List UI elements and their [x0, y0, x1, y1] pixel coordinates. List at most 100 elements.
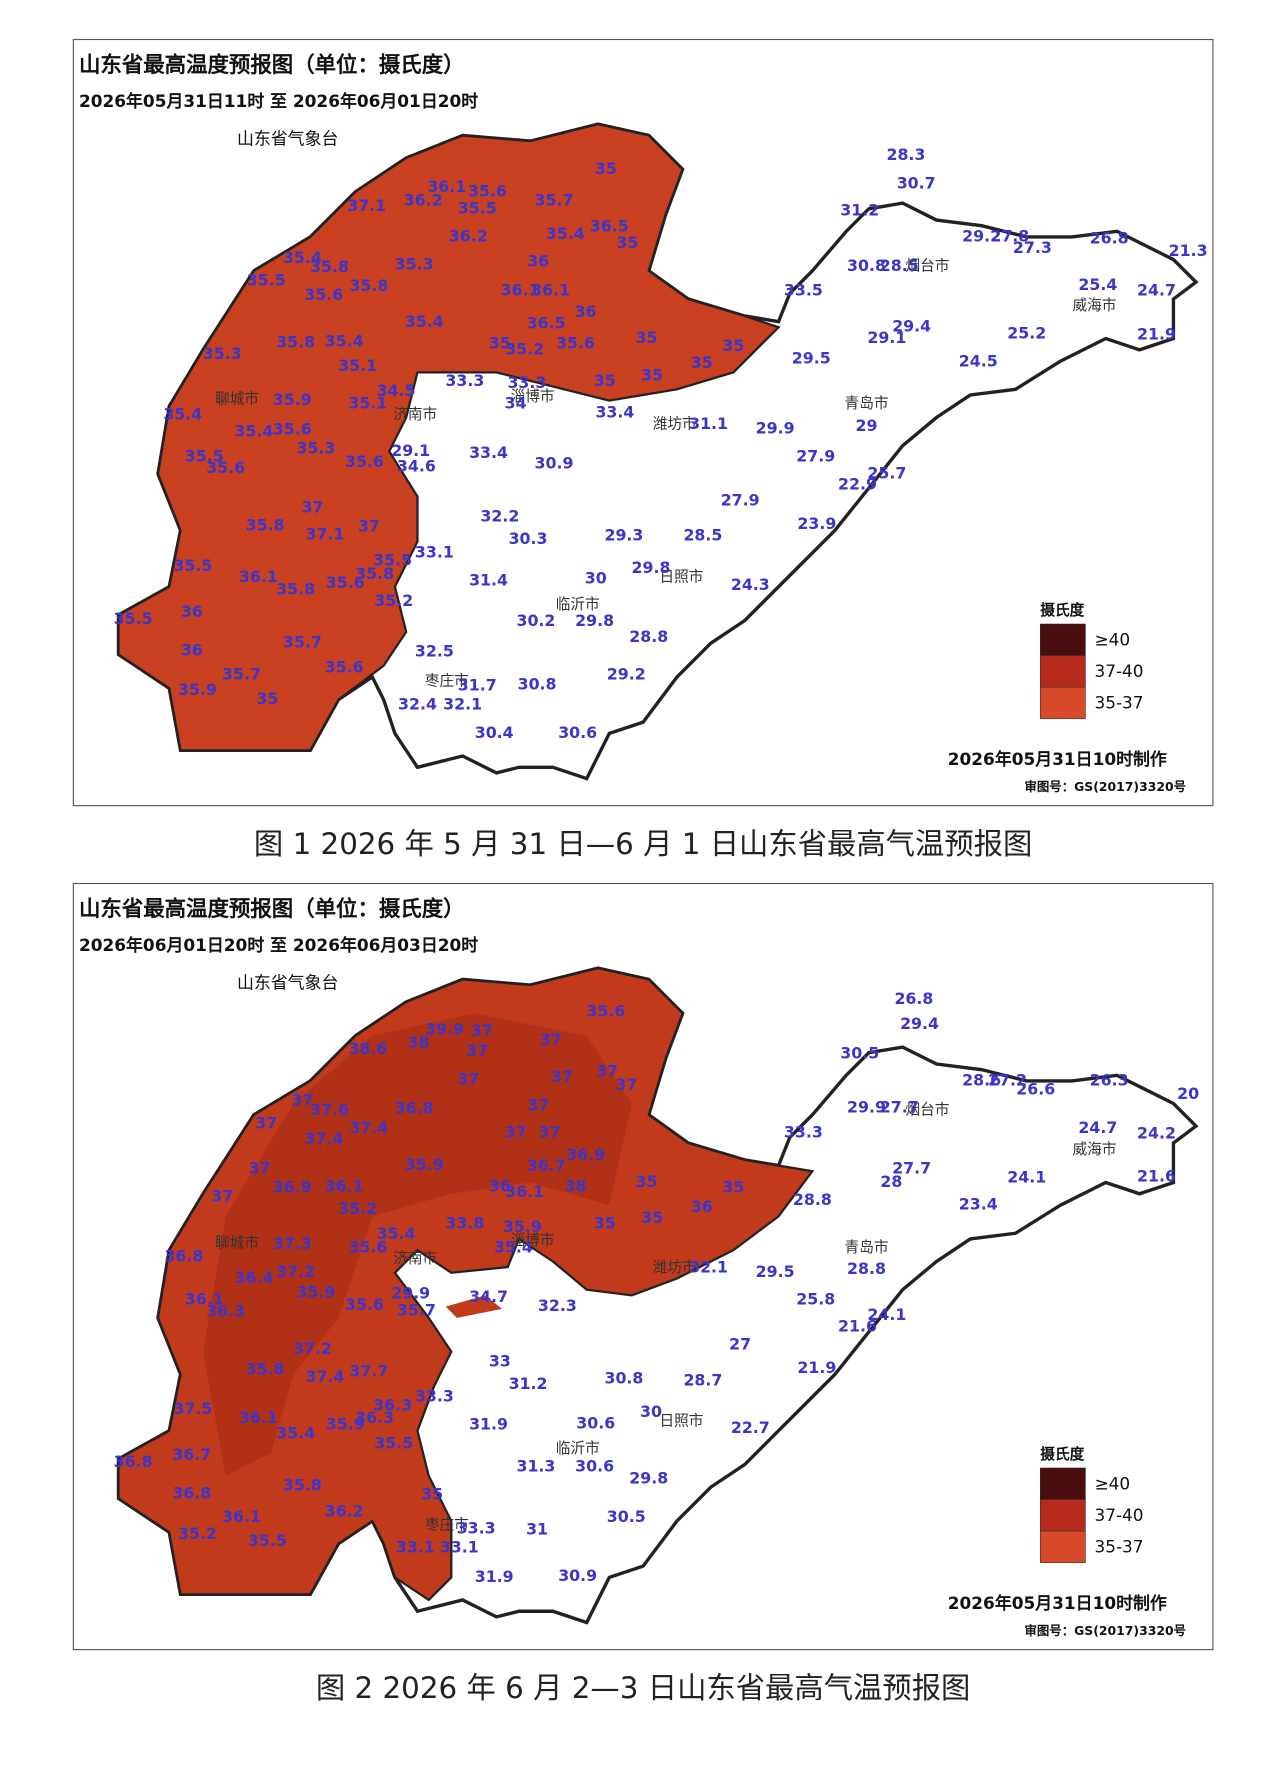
- temperature: 36.2: [404, 190, 443, 209]
- temperature: 24.3: [731, 575, 770, 594]
- heat-core: [203, 1013, 632, 1476]
- temperature: 30: [640, 1402, 662, 1421]
- temperature: 36.5: [590, 216, 629, 235]
- city-label: 烟台市: [905, 257, 949, 274]
- temperature: 33: [489, 1351, 511, 1370]
- temperature: 22.9: [838, 475, 877, 494]
- temperature: 35.2: [505, 339, 544, 358]
- temperature: 35.1: [338, 356, 377, 375]
- temperature: 29.5: [792, 348, 831, 367]
- made-time: 2026年05月31日10时制作: [948, 1593, 1167, 1613]
- temperature: 35: [256, 689, 278, 708]
- temperature: 35.6: [586, 1002, 625, 1021]
- issuer: 山东省气象台: [237, 972, 338, 992]
- temperature: 37: [538, 1122, 560, 1141]
- temperature: 31.2: [840, 201, 879, 220]
- approval-number: 审图号：GS(2017)3320号: [1024, 1623, 1186, 1638]
- temperature: 29.1: [867, 328, 906, 347]
- temperature: 30.2: [516, 611, 555, 630]
- temperature: 30.9: [535, 453, 574, 472]
- temperature: 33.3: [507, 373, 546, 392]
- temperature: 31.7: [458, 676, 497, 695]
- temperature: 35.9: [503, 1217, 542, 1236]
- temperature: 35.6: [348, 1237, 387, 1256]
- temperature: 29.2: [962, 226, 1001, 245]
- temperature: 30.5: [607, 1507, 646, 1526]
- temperature: 33.3: [445, 371, 484, 390]
- temperature: 21.9: [797, 1358, 836, 1377]
- temperature: 36.1: [239, 1408, 278, 1427]
- temperature: 35: [636, 1172, 658, 1191]
- temperature: 37: [249, 1158, 271, 1177]
- temperature: 20: [1177, 1084, 1199, 1103]
- temperature: 36.7: [527, 1156, 566, 1175]
- temperature: 26.8: [1090, 229, 1129, 248]
- map-layer: 山东省最高温度预报图（单位：摄氏度） 2026年06月01日20时 至 2026年…: [79, 896, 1199, 1705]
- temperature: 30.7: [897, 173, 936, 192]
- temperature: 35.2: [338, 1199, 377, 1218]
- temperature: 34.6: [397, 457, 436, 476]
- temperature: 30.6: [558, 723, 597, 742]
- city-label: 青岛市: [845, 1239, 889, 1256]
- temperature: 28: [880, 1172, 902, 1191]
- temperature: 35.9: [273, 390, 312, 409]
- temperature: 25.7: [867, 463, 906, 482]
- temperature: 35.4: [325, 331, 364, 350]
- temperature: 29.9: [756, 418, 795, 437]
- city-label: 枣庄市: [425, 672, 469, 690]
- temperature: 30.8: [847, 256, 886, 275]
- heat-area: [117, 122, 781, 752]
- temperature: 37: [505, 1122, 527, 1141]
- city-label: 聊城市: [215, 1234, 259, 1251]
- temperature: 26.6: [1016, 1079, 1055, 1098]
- city-label: 潍坊市: [653, 1259, 697, 1276]
- temperature: 35.4: [377, 1224, 416, 1243]
- temperature: 24.7: [1137, 281, 1176, 300]
- temperature: 25.4: [1078, 275, 1117, 294]
- temperature: 30.9: [558, 1566, 597, 1585]
- panel-2: [72, 882, 1214, 1651]
- temperature: 30.6: [575, 1456, 614, 1475]
- temperature: 35.4: [163, 405, 202, 424]
- temperature: 25.2: [1007, 324, 1046, 343]
- temperature: 35.5: [248, 1531, 287, 1550]
- temperature: 35: [722, 1178, 744, 1197]
- temperature: 36.1: [222, 1507, 261, 1526]
- temperature: 35.5: [247, 270, 286, 289]
- legend-swatch: [1040, 623, 1086, 656]
- legend-label: ≥40: [1094, 1473, 1130, 1493]
- temperature: 36.8: [114, 1452, 153, 1471]
- temperature: 31.3: [516, 1456, 555, 1475]
- legend-swatch: [1040, 686, 1086, 720]
- temperature: 29.3: [604, 525, 643, 544]
- temperature: 27: [729, 1334, 751, 1353]
- temperature: 35.9: [405, 1155, 444, 1174]
- temperature: 34.5: [377, 381, 416, 400]
- temperature: 36.9: [566, 1145, 605, 1164]
- temperature: 30.4: [475, 723, 514, 742]
- temperature: 27.9: [796, 447, 835, 466]
- temperature: 35.2: [374, 591, 413, 610]
- temperature: 32.1: [689, 1258, 728, 1277]
- temperature: 35: [691, 353, 713, 372]
- temperature: 35: [641, 1208, 663, 1227]
- temperature: 29.9: [391, 1284, 430, 1303]
- legend-label: ≥40: [1094, 629, 1130, 649]
- temperature: 35.9: [178, 680, 217, 699]
- temperature: 36: [575, 302, 597, 321]
- temperature: 37.1: [347, 196, 386, 215]
- temperature: 36.1: [427, 177, 466, 196]
- temperature: 37.2: [276, 1262, 315, 1281]
- temperature: 37: [457, 1069, 479, 1088]
- temperature: 30.3: [509, 529, 548, 548]
- city-label: 潍坊市: [653, 415, 697, 432]
- temperature: 28.6: [962, 1070, 1001, 1089]
- temperature: 37.4: [349, 1118, 388, 1137]
- temperature: 29.2: [607, 664, 646, 683]
- temperature: 26.8: [894, 989, 933, 1008]
- temperature: 35.5: [373, 550, 412, 569]
- approval-number: 审图号：GS(2017)3320号: [1024, 779, 1186, 794]
- made-time: 2026年05月31日10时制作: [948, 749, 1167, 769]
- temperature: 36.1: [505, 1182, 544, 1201]
